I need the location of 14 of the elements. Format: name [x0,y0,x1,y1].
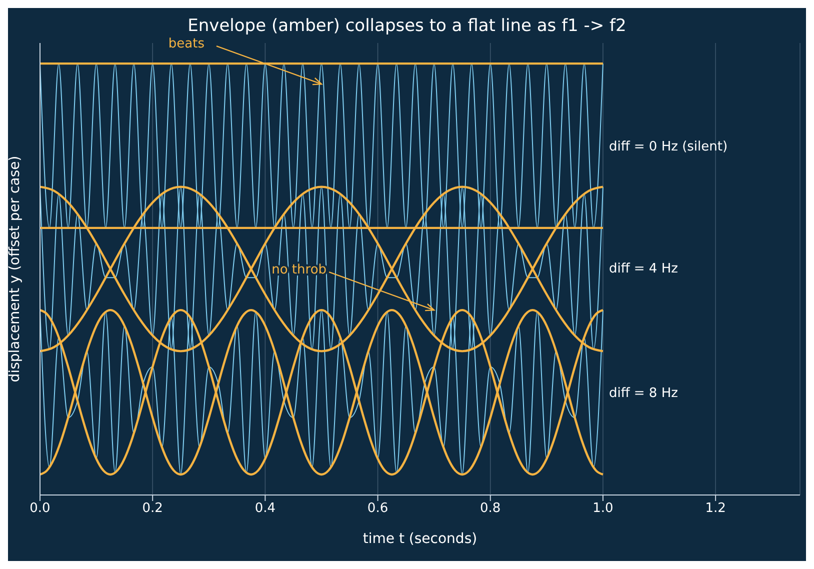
y-axis-title: displacement y (offset per case) [6,156,23,382]
series-label: diff = 4 Hz [608,262,678,277]
x-tick-label: 1.0 [592,501,614,516]
chart-title: Envelope (amber) collapses to a flat line as f1 -> f2 [186,16,628,36]
x-axis-title: time t (seconds) [362,531,478,547]
x-tick-label: 0.6 [367,501,388,516]
x-tick-label: 1.2 [705,501,726,516]
series-label: diff = 0 Hz (silent) [608,139,728,154]
annotation: beats [168,36,205,52]
x-tick-label: 0.2 [142,501,163,516]
x-tick-label: 0.8 [480,501,501,516]
x-tick-label: 0.4 [254,501,276,516]
x-tick-label: 0.0 [30,501,50,516]
series-label: diff = 8 Hz [608,386,678,401]
